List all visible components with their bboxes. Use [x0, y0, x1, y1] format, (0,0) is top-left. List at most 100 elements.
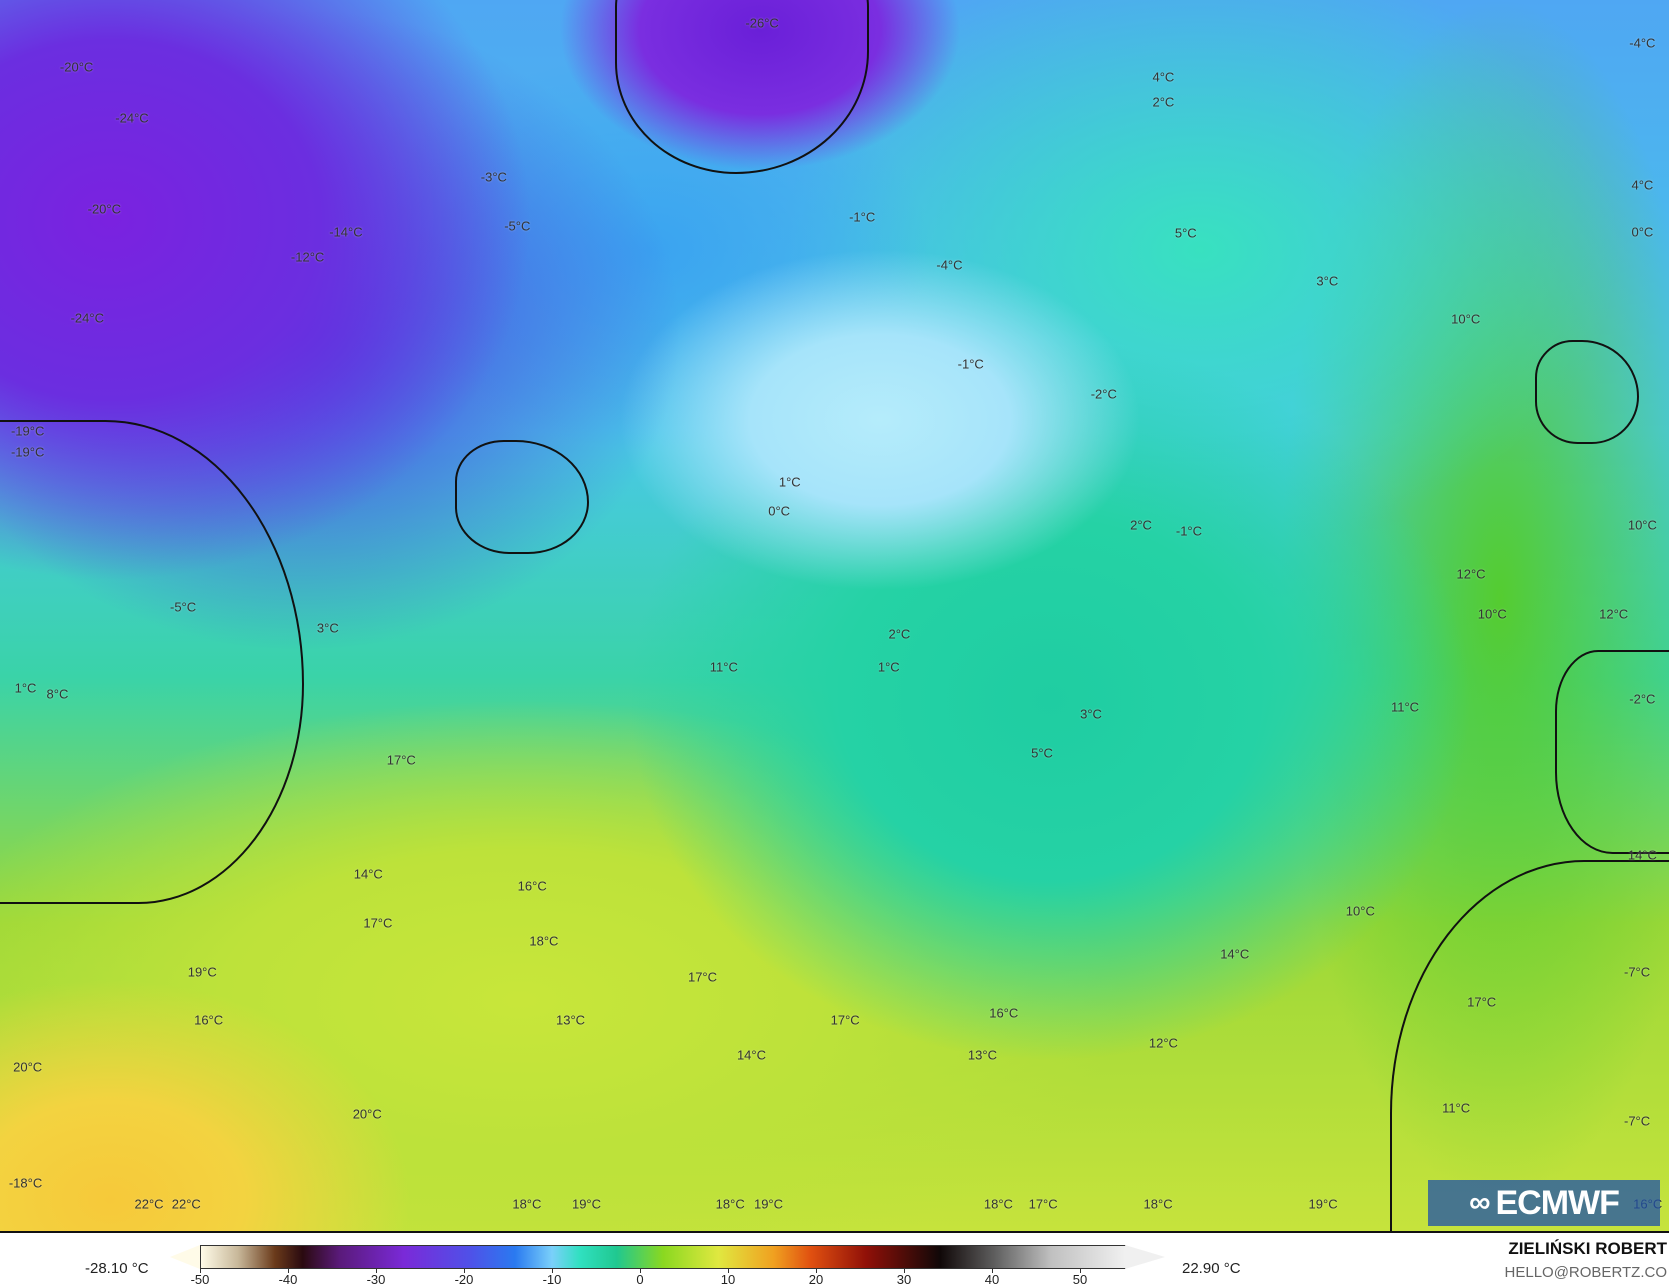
- logo-text: ECMWF: [1495, 1183, 1619, 1222]
- temperature-label: 10°C: [1451, 311, 1481, 327]
- temperature-label: 12°C: [1456, 566, 1486, 582]
- tick-label: -20: [454, 1272, 474, 1287]
- temperature-label: 2°C: [1152, 94, 1175, 110]
- temperature-label: -4°C: [1629, 35, 1656, 51]
- tick-mark: [464, 1268, 465, 1273]
- tick-mark: [376, 1268, 377, 1273]
- temperature-label: 22°C: [134, 1196, 164, 1212]
- tick-mark: [552, 1268, 553, 1273]
- temperature-label: 17°C: [363, 915, 393, 931]
- temperature-label: 19°C: [187, 964, 217, 980]
- max-value: 22.90 °C: [1182, 1260, 1241, 1277]
- tick-mark: [728, 1268, 729, 1273]
- tick-label: 20: [808, 1272, 824, 1287]
- tick-label: -50: [190, 1272, 210, 1287]
- temperature-label: 11°C: [1390, 699, 1420, 715]
- temperature-label: 17°C: [830, 1012, 860, 1028]
- temperature-label: 13°C: [555, 1012, 586, 1028]
- temperature-label: 2°C: [1130, 517, 1152, 533]
- temperature-label: -4°C: [936, 257, 963, 273]
- temperature-label: 17°C: [1467, 994, 1497, 1010]
- temperature-label: 22°C: [171, 1196, 201, 1212]
- author-email: HELLO@ROBERTZ.CO: [1504, 1264, 1667, 1281]
- tick-label: -40: [278, 1272, 298, 1287]
- temperature-label: 5°C: [1174, 225, 1197, 241]
- ecmwf-logo-icon: ∞: [1469, 1186, 1490, 1219]
- temperature-label: 17°C: [386, 752, 416, 768]
- temperature-label: -20°C: [59, 59, 94, 75]
- temperature-label: 16°C: [194, 1012, 224, 1028]
- temperature-label: 0°C: [768, 503, 791, 519]
- temperature-label: -1°C: [849, 209, 876, 225]
- temperature-label: 4°C: [1631, 177, 1654, 193]
- temperature-label: 20°C: [352, 1106, 382, 1122]
- temperature-label: 18°C: [1143, 1196, 1173, 1212]
- temperature-label: 19°C: [571, 1196, 602, 1212]
- iberia-coast: [1555, 650, 1669, 854]
- tick-label: 40: [984, 1272, 1000, 1287]
- temperature-label: -24°C: [70, 310, 104, 326]
- temperature-label: -14°C: [329, 224, 363, 240]
- temperature-label: 0°C: [1631, 224, 1654, 240]
- temperature-label: 2°C: [888, 626, 911, 642]
- tick-mark: [992, 1268, 993, 1273]
- greenland-coast: [615, 0, 869, 174]
- temperature-label: -7°C: [1623, 1113, 1651, 1129]
- newfoundland-coast: [455, 440, 589, 554]
- tick-label: -10: [542, 1272, 562, 1287]
- temperature-label: -1°C: [957, 356, 984, 372]
- tick-label: -30: [366, 1272, 386, 1287]
- temperature-label: 13°C: [967, 1047, 997, 1063]
- temperature-label: 11°C: [709, 659, 738, 675]
- tick-mark: [200, 1268, 201, 1273]
- temperature-label: 3°C: [316, 620, 339, 636]
- temperature-label: -5°C: [170, 599, 197, 615]
- temperature-label: 3°C: [1316, 273, 1339, 289]
- temperature-label: 14°C: [1220, 946, 1250, 962]
- temperature-label: 19°C: [1308, 1196, 1338, 1212]
- temperature-label: 3°C: [1080, 706, 1102, 722]
- temperature-label: -3°C: [480, 169, 507, 185]
- temperature-label: 10°C: [1345, 903, 1375, 919]
- temperature-label: -19°C: [10, 444, 45, 460]
- temperature-label: 14°C: [353, 866, 383, 882]
- temperature-label: 5°C: [1031, 745, 1053, 761]
- temperature-label: 14°C: [736, 1047, 766, 1063]
- temperature-label: 1°C: [877, 659, 900, 675]
- temperature-label: 17°C: [1028, 1196, 1058, 1212]
- temperature-label: -2°C: [1629, 691, 1656, 707]
- tick-mark: [816, 1268, 817, 1273]
- ireland-coast: [1535, 340, 1639, 444]
- temperature-label: 12°C: [1599, 606, 1629, 622]
- temperature-label: -20°C: [87, 201, 122, 217]
- min-value: -28.10 °C: [85, 1260, 149, 1277]
- temperature-label: 11°C: [1442, 1100, 1471, 1116]
- tick-mark: [1080, 1268, 1081, 1273]
- temperature-label: -2°C: [1090, 386, 1117, 402]
- tick-label: 50: [1072, 1272, 1088, 1287]
- temperature-label: 18°C: [983, 1196, 1013, 1212]
- temperature-label: -18°C: [8, 1175, 43, 1191]
- temperature-label: 16°C: [989, 1005, 1019, 1021]
- colorbar: [200, 1245, 1126, 1269]
- temperature-label: 18°C: [512, 1196, 542, 1212]
- temperature-label: 8°C: [46, 686, 69, 702]
- temperature-label: 18°C: [529, 933, 559, 949]
- temperature-map: -26°C -4°C -20°C 4°C 2°C -24°C -3°C 4°C -20°C -1°…: [0, 0, 1669, 1233]
- temperature-label: 10°C: [1477, 606, 1507, 622]
- ecmwf-logo: ∞ ECMWF: [1428, 1180, 1660, 1226]
- africa-coast: [1390, 860, 1669, 1231]
- temperature-label: 12°C: [1148, 1035, 1178, 1051]
- temperature-label: -5°C: [504, 218, 531, 234]
- tick-label: 0: [636, 1272, 644, 1287]
- temperature-label: 1°C: [778, 474, 801, 490]
- colorbar-high-arrow: [1125, 1245, 1165, 1269]
- tick-label: 30: [896, 1272, 912, 1287]
- temperature-label: 18°C: [715, 1196, 745, 1212]
- temperature-label: 4°C: [1152, 69, 1175, 85]
- temperature-label: 1°C: [14, 680, 37, 696]
- temperature-label: -24°C: [115, 110, 149, 126]
- tick-mark: [640, 1268, 641, 1273]
- tick-mark: [288, 1268, 289, 1273]
- temperature-label: 14°C: [1627, 847, 1657, 863]
